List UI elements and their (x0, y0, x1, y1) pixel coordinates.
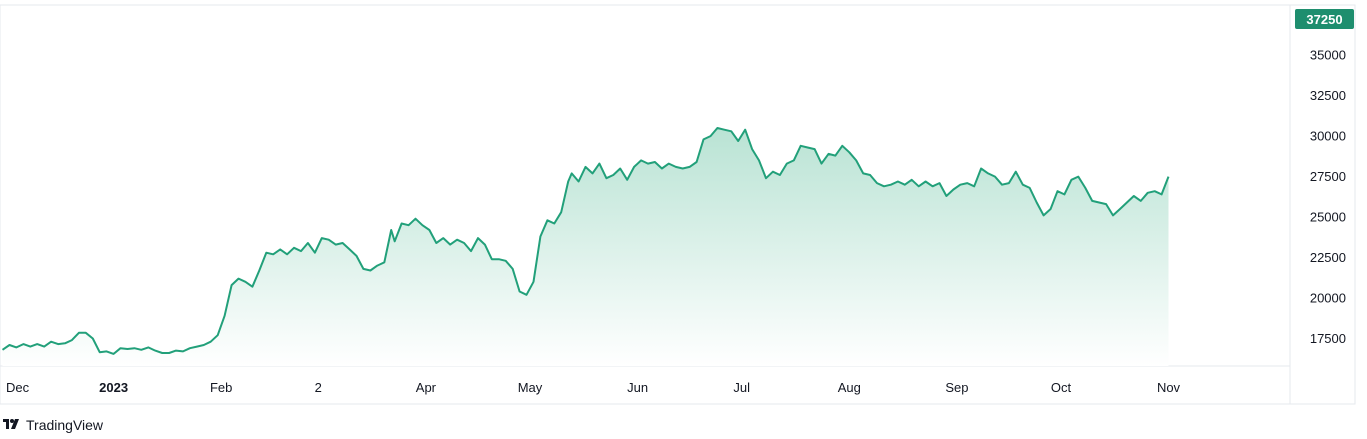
y-tick-label: 32500 (1310, 88, 1346, 103)
y-tick-label: 17500 (1310, 331, 1346, 346)
x-tick-label: Oct (1051, 380, 1072, 395)
time-axis[interactable]: Dec 2023 Feb 2 Apr May Jun Jul Aug Sep Oct Nov (6, 380, 1181, 395)
x-tick-label: 2 (315, 380, 322, 395)
tradingview-logo-icon (3, 419, 19, 429)
y-tick-label: 35000 (1310, 48, 1346, 63)
area-fill-layer (2, 128, 1169, 366)
x-tick-label: Feb (210, 380, 232, 395)
plot-area-border (0, 4, 1356, 405)
price-axis[interactable]: 17500 20000 22500 25000 27500 30000 32500 35000 (1310, 48, 1346, 346)
y-tick-label: 25000 (1310, 210, 1346, 225)
x-tick-label: Dec (6, 380, 30, 395)
last-price-badge (1295, 9, 1354, 29)
x-tick-label: Nov (1157, 380, 1181, 395)
area-fill (2, 128, 1169, 366)
last-price-value: 37250 (1306, 12, 1342, 27)
x-tick-label: May (518, 380, 543, 395)
y-tick-label: 20000 (1310, 291, 1346, 306)
price-line[interactable] (1, 127, 1170, 355)
y-tick-label: 30000 (1310, 129, 1346, 144)
x-tick-label: Sep (945, 380, 968, 395)
y-tick-label: 22500 (1310, 250, 1346, 265)
x-tick-label: Jun (627, 380, 648, 395)
brand-name: TradingView (26, 417, 104, 433)
x-tick-label: 2023 (99, 380, 128, 395)
price-chart: 17500 20000 22500 25000 27500 30000 32500 35000… (0, 4, 1356, 405)
x-tick-label: Apr (416, 380, 437, 395)
y-tick-label: 27500 (1310, 169, 1346, 184)
price-line-layer (1, 127, 1170, 355)
x-tick-label: Aug (838, 380, 861, 395)
branding-footer[interactable]: TradingView (0, 414, 103, 436)
last-price-label: 37250 (1295, 9, 1354, 29)
x-tick-label: Jul (733, 380, 750, 395)
